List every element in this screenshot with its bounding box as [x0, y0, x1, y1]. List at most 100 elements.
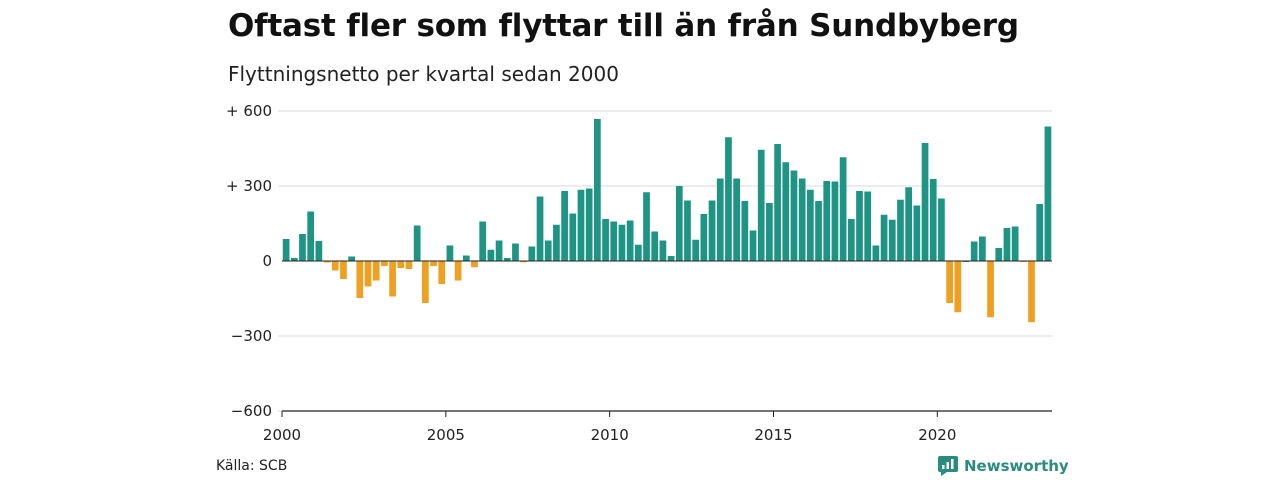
bar: [897, 199, 904, 261]
bar: [553, 224, 560, 261]
bar: [454, 261, 462, 281]
bar: [462, 255, 470, 261]
bar: [1028, 261, 1035, 323]
bar: [823, 181, 831, 261]
bar: [864, 191, 872, 261]
bar: [749, 230, 757, 261]
bar: [340, 261, 347, 279]
bar: [487, 249, 495, 261]
bar: [987, 261, 994, 318]
bar: [725, 137, 732, 261]
bar: [970, 241, 978, 261]
bar: [479, 221, 487, 261]
bar: [766, 203, 773, 261]
bar: [626, 220, 634, 261]
bar: [438, 261, 446, 284]
y-tick-label: + 300: [226, 177, 272, 195]
bar: [954, 261, 962, 313]
x-tick-label: 2010: [591, 426, 629, 444]
bar: [1003, 228, 1011, 261]
bar: [667, 256, 675, 261]
bar: [323, 261, 331, 263]
bar: [675, 186, 683, 261]
y-tick-label: −300: [231, 327, 272, 345]
bar: [716, 178, 724, 261]
x-tick-label: 2005: [427, 426, 465, 444]
bar: [1044, 126, 1052, 261]
source-label: Källa: SCB: [216, 458, 288, 474]
bar: [282, 239, 290, 261]
y-tick-label: −600: [231, 402, 272, 420]
bar: [733, 178, 740, 261]
bar: [790, 170, 798, 261]
bar: [880, 214, 888, 261]
bar: [381, 261, 388, 266]
bar: [1036, 204, 1044, 261]
bar: [938, 198, 945, 261]
bar: [512, 243, 519, 261]
bar: [708, 200, 716, 261]
bar: [651, 231, 659, 261]
bars: [282, 119, 1052, 323]
bar: [757, 149, 765, 261]
bar: [798, 178, 806, 261]
bar: [913, 205, 921, 261]
bar: [610, 221, 618, 261]
bar: [331, 261, 339, 271]
bar: [872, 245, 880, 261]
brand-name: Newsworthy: [964, 457, 1069, 475]
bar: [741, 201, 749, 261]
bar: [405, 261, 413, 269]
bar: [364, 261, 372, 287]
bar: [413, 225, 421, 261]
bar: [585, 188, 593, 261]
bar: [315, 241, 323, 261]
bar: [806, 189, 814, 261]
bar: [782, 162, 790, 261]
bar: [307, 211, 315, 261]
bar: [495, 240, 503, 261]
bar: [659, 240, 667, 261]
x-tick-label: 2015: [754, 426, 792, 444]
bar: [389, 261, 396, 297]
chart-title: Oftast fler som flyttar till än från Sun…: [228, 8, 1019, 44]
bar: [815, 201, 822, 261]
bar: [544, 240, 552, 261]
y-tick-label: 0: [262, 252, 272, 270]
bar: [905, 187, 913, 261]
bar: [847, 219, 855, 261]
bar: [348, 256, 355, 261]
chart-subtitle: Flyttningsnetto per kvartal sedan 2000: [228, 62, 619, 86]
bar: [577, 189, 585, 261]
bar: [397, 261, 405, 268]
bar: [602, 219, 609, 261]
bar: [831, 181, 839, 261]
bar: [430, 261, 437, 266]
bar: [684, 200, 691, 261]
bar: [569, 213, 577, 261]
bar: [356, 261, 364, 298]
bar: [921, 143, 929, 261]
bar: [536, 196, 544, 261]
bar: [471, 261, 478, 268]
bar: [946, 261, 953, 303]
bar: [643, 192, 650, 261]
bar: [979, 236, 986, 261]
brand-logo: Newsworthy: [938, 456, 1069, 476]
bar: [1011, 226, 1019, 261]
newsworthy-icon: [938, 456, 958, 476]
bar: [561, 191, 568, 261]
bar: [774, 144, 781, 261]
bar: [421, 261, 429, 303]
bar: [700, 214, 708, 261]
bar: [839, 157, 847, 261]
bar: [618, 224, 626, 261]
bar: [634, 244, 642, 261]
x-tick-label: 2000: [263, 426, 301, 444]
bar: [503, 258, 511, 261]
bar: [446, 245, 454, 261]
bar: [372, 261, 380, 281]
bar: [594, 119, 601, 261]
bar: [929, 179, 937, 261]
